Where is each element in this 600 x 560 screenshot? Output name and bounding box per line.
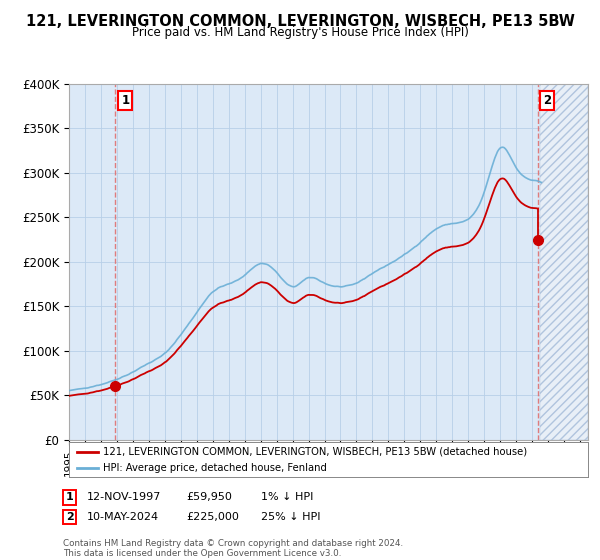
Text: 10-MAY-2024: 10-MAY-2024 [87, 512, 159, 522]
Text: £59,950: £59,950 [186, 492, 232, 502]
Text: £225,000: £225,000 [186, 512, 239, 522]
Text: 1% ↓ HPI: 1% ↓ HPI [261, 492, 313, 502]
Text: 1: 1 [66, 492, 73, 502]
Text: Contains HM Land Registry data © Crown copyright and database right 2024.
This d: Contains HM Land Registry data © Crown c… [63, 539, 403, 558]
Text: 1: 1 [121, 94, 130, 106]
Text: HPI: Average price, detached house, Fenland: HPI: Average price, detached house, Fenl… [103, 463, 326, 473]
Text: 2: 2 [66, 512, 73, 522]
Text: 121, LEVERINGTON COMMON, LEVERINGTON, WISBECH, PE13 5BW (detached house): 121, LEVERINGTON COMMON, LEVERINGTON, WI… [103, 447, 527, 457]
Text: Price paid vs. HM Land Registry's House Price Index (HPI): Price paid vs. HM Land Registry's House … [131, 26, 469, 39]
Text: 12-NOV-1997: 12-NOV-1997 [87, 492, 161, 502]
Text: 121, LEVERINGTON COMMON, LEVERINGTON, WISBECH, PE13 5BW: 121, LEVERINGTON COMMON, LEVERINGTON, WI… [26, 14, 574, 29]
Text: 25% ↓ HPI: 25% ↓ HPI [261, 512, 320, 522]
Bar [540, 84, 588, 440]
Text: 2: 2 [543, 94, 551, 106]
